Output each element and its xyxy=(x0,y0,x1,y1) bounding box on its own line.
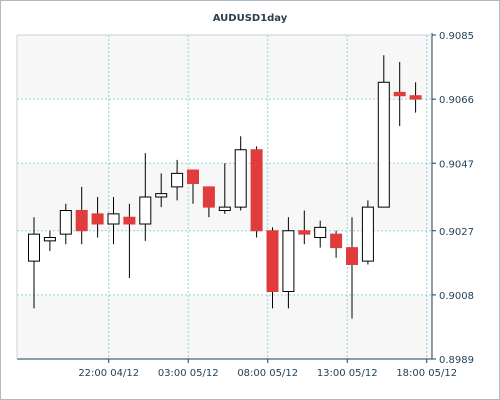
candle xyxy=(43,230,56,251)
candle xyxy=(409,82,422,113)
candle xyxy=(171,159,184,201)
candle xyxy=(298,210,311,245)
candle xyxy=(155,173,168,208)
candle xyxy=(218,163,231,214)
candle xyxy=(139,153,152,241)
candle xyxy=(75,186,88,245)
axes xyxy=(16,33,436,363)
candle xyxy=(187,169,199,204)
x-tick-labels: 22:00 04/12 03:00 05/12 08:00 05/12 13:00 0… xyxy=(78,368,457,379)
x-tick-label: 18:00 05/12 xyxy=(396,368,457,379)
candle xyxy=(314,220,327,248)
candle xyxy=(28,217,40,309)
chart-title: AUDUSD1day xyxy=(213,13,288,24)
bullish-candle-body xyxy=(282,230,295,292)
candle xyxy=(393,62,406,127)
bullish-candle-body xyxy=(361,206,374,262)
bearish-candle-body xyxy=(409,95,422,100)
candle xyxy=(202,186,215,218)
bearish-candle-body xyxy=(266,230,279,292)
candle xyxy=(377,55,390,208)
y-tick-labels: 0.8989 0.9008 0.9027 0.9047 0.9066 0.9085 xyxy=(439,31,474,366)
candles xyxy=(28,55,422,319)
x-tick-label: 13:00 05/12 xyxy=(317,368,378,379)
candle xyxy=(361,200,374,265)
bullish-candle-body xyxy=(377,81,390,208)
x-tick-label: 08:00 05/12 xyxy=(237,368,298,379)
candle xyxy=(123,203,136,278)
y-tick-label: 0.9047 xyxy=(439,159,474,170)
bullish-candle-body xyxy=(107,213,120,225)
bearish-candle-body xyxy=(123,216,136,225)
y-tick-label: 0.9085 xyxy=(439,31,474,42)
candle xyxy=(250,146,263,238)
bearish-candle-body xyxy=(393,91,406,97)
candle xyxy=(107,197,120,245)
candle xyxy=(91,197,104,238)
y-tick-label: 0.9027 xyxy=(439,227,474,238)
bearish-candle-body xyxy=(330,233,343,249)
candle xyxy=(266,227,279,309)
bearish-candle-body xyxy=(298,230,311,235)
candle xyxy=(234,136,247,211)
bullish-candle-body xyxy=(314,226,327,238)
candle xyxy=(282,217,295,309)
candle xyxy=(330,230,343,258)
bullish-candle-body xyxy=(155,193,168,198)
bearish-candle-body xyxy=(202,186,215,208)
bullish-candle-body xyxy=(139,196,152,225)
bullish-candle-body xyxy=(171,172,184,188)
bearish-candle-body xyxy=(187,169,199,184)
bullish-candle-body xyxy=(43,237,56,242)
bearish-candle-body xyxy=(250,149,263,232)
bullish-candle-body xyxy=(218,206,231,211)
candle xyxy=(59,203,72,245)
bullish-candle-body xyxy=(234,149,247,208)
y-tick-label: 0.8989 xyxy=(439,355,474,366)
x-tick-label: 22:00 04/12 xyxy=(78,368,139,379)
plot-background-band xyxy=(17,294,432,359)
y-tick-label: 0.9008 xyxy=(439,291,474,302)
plot-background-band xyxy=(17,99,432,164)
y-tick-label: 0.9066 xyxy=(439,95,474,106)
x-tick-label: 03:00 05/12 xyxy=(158,368,219,379)
bullish-candle-body xyxy=(28,233,40,262)
bearish-candle-body xyxy=(91,213,104,225)
plot-background-band xyxy=(17,35,432,100)
candle xyxy=(346,217,358,319)
bearish-candle-body xyxy=(75,210,88,232)
bearish-candle-body xyxy=(346,247,358,265)
bullish-candle-body xyxy=(59,210,72,235)
